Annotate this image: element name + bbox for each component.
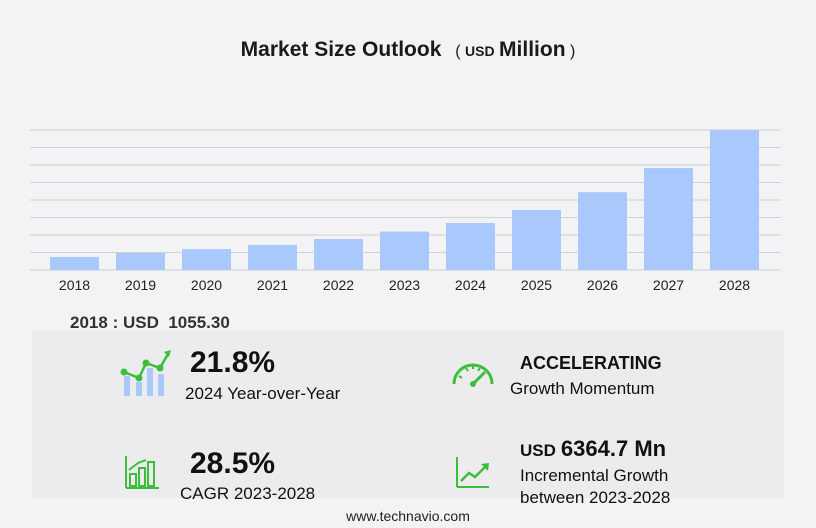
x-tick-label: 2025 (521, 277, 552, 293)
bar-chart: 2018 2019 2020 2021 2022 2023 2024 2025 2026 2027… (30, 129, 781, 293)
footer-site: www.technavio.com (346, 508, 470, 524)
yoy-label: 2024 Year-over-Year (185, 384, 341, 403)
bar-2024 (446, 223, 495, 270)
chart-title: Market Size Outlook ( USD Million ) (0, 38, 816, 62)
bar-2026 (578, 192, 627, 270)
kpi-panel (32, 330, 784, 498)
speedometer-icon (452, 363, 494, 387)
x-tick-label: 2028 (719, 277, 750, 293)
bar-growth-icon (125, 456, 159, 489)
bar-2027 (644, 168, 693, 270)
momentum-value: ACCELERATING (520, 353, 662, 373)
cagr-value: 28.5% (190, 447, 276, 480)
incremental-label-2: between 2023-2028 (520, 488, 671, 507)
x-tick-label: 2021 (257, 277, 288, 293)
bar-2019 (116, 253, 165, 270)
bar-2025 (512, 209, 561, 270)
growth-chart-icon (120, 350, 171, 396)
title-unit: ( USD Million ) (455, 38, 576, 61)
x-tick-label: 2022 (323, 277, 354, 293)
x-tick-label: 2024 (455, 277, 486, 293)
x-tick-label: 2026 (587, 277, 618, 293)
x-tick-label: 2020 (191, 277, 222, 293)
trend-up-icon (456, 457, 489, 488)
bar-2021 (248, 244, 297, 270)
x-tick-label: 2023 (389, 277, 420, 293)
base-year-label: 2018 : USD 1055.30 (70, 313, 230, 332)
bar-2023 (380, 231, 429, 270)
incremental-value: USD 6364.7 Mn (520, 436, 667, 461)
incremental-label-1: Incremental Growth (520, 466, 669, 485)
x-tick-label: 2019 (125, 277, 156, 293)
bar-2022 (314, 239, 363, 270)
bar-2028 (710, 130, 759, 270)
title-unit-scale: Million (499, 38, 566, 61)
x-tick-label: 2027 (653, 277, 684, 293)
cagr-label: CAGR 2023-2028 (180, 484, 316, 503)
title-main: Market Size Outlook (240, 38, 442, 61)
x-tick-label: 2018 (59, 277, 90, 293)
yoy-value: 21.8% (190, 346, 276, 379)
momentum-label: Growth Momentum (510, 379, 655, 398)
bar-2018 (50, 256, 99, 270)
title-unit-currency: USD (465, 43, 495, 59)
bar-2020 (182, 249, 231, 270)
